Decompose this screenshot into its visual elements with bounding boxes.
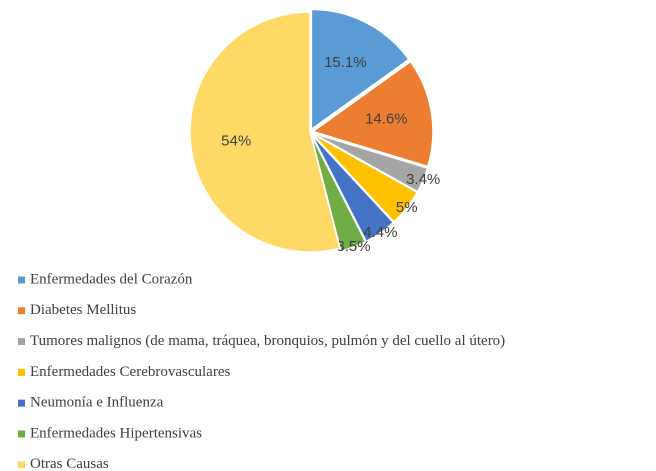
data-label: 54%: [221, 132, 251, 149]
legend-label: Neumonía e Influenza: [30, 395, 164, 411]
legend-swatch: [18, 338, 25, 346]
pie-slice: [311, 60, 434, 168]
pie-slice: [312, 132, 429, 193]
legend-label: Diabetes Mellitus: [30, 302, 136, 318]
legend-label: Enfermedades Hipertensivas: [30, 425, 202, 441]
legend-label: Enfermedades del Corazón: [30, 271, 193, 287]
pie-slice: [311, 133, 395, 243]
legend-label: Otras Causas: [30, 456, 109, 471]
pie-slice: [310, 134, 367, 252]
data-label: 3.4%: [406, 171, 440, 188]
legend-swatch: [18, 399, 25, 407]
legend-label: Enfermedades Cerebrovasculares: [30, 364, 230, 380]
legend-swatch: [18, 368, 25, 376]
data-label: 3.5%: [336, 238, 370, 255]
data-label: 5%: [396, 199, 418, 216]
data-label: 14.6%: [365, 110, 408, 127]
pie-slice: [310, 8, 410, 131]
pie-slice: [189, 11, 341, 253]
pie-slice: [311, 133, 419, 223]
data-label: 4.4%: [363, 224, 397, 241]
data-label: 15.1%: [324, 54, 367, 71]
legend-swatch: [18, 430, 25, 438]
legend-swatch: [18, 276, 25, 284]
legend-label: Tumores malignos (de mama, tráquea, bron…: [30, 333, 505, 349]
legend-swatch: [18, 307, 25, 315]
legend-swatch: [18, 461, 25, 469]
